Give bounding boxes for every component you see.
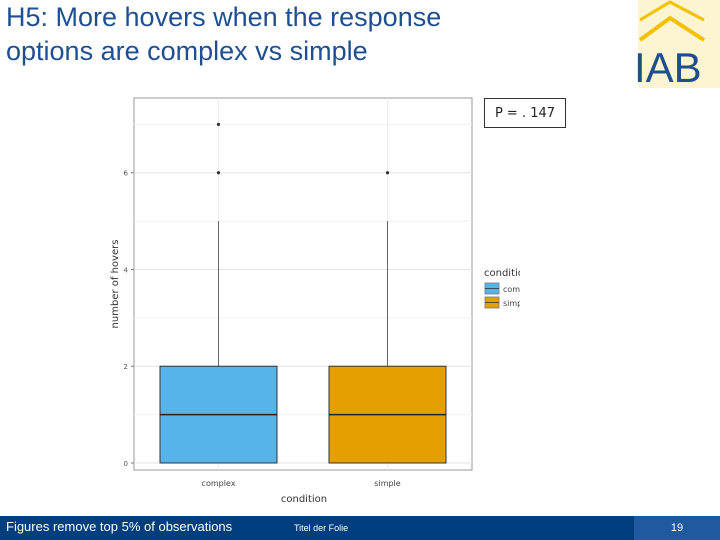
footer-slide-title: Titel der Folie [294,523,349,533]
p-value-box: P = . 147 [484,98,566,128]
y-tick-label: 4 [124,266,129,274]
footer-note: Figures remove top 5% of observations [6,519,233,534]
boxes [159,122,447,464]
y-tick-label: 0 [124,460,128,468]
legend: condition complex simple [484,268,520,309]
y-tick-label: 6 [124,170,129,178]
legend-items: complex simple [484,282,520,309]
x-axis-ticks: complex simple [202,479,401,488]
y-axis-label: number of hovers [110,240,121,329]
slide-title: H5: More hovers when the response option… [6,0,606,68]
x-axis-label: condition [281,494,327,505]
outlier-point [216,171,221,175]
iab-logo: IAB [630,0,720,91]
x-tick-label: simple [374,479,400,488]
outlier-point [385,171,390,175]
y-tick-label: 2 [124,363,128,371]
y-axis-ticks: 0 2 4 6 [124,170,134,468]
legend-title: condition [484,268,520,279]
slide-title-line-2: options are complex vs simple [6,36,368,66]
page-number: 19 [670,522,684,534]
slide-title-line-1: H5: More hovers when the response [6,2,442,32]
outlier-point [216,122,221,126]
legend-label-complex: complex [503,285,520,294]
logo-text: IAB [634,44,702,88]
x-tick-label: complex [202,479,236,488]
footer-bar: Figures remove top 5% of observations Ti… [0,516,720,540]
legend-label-simple: simple [503,299,520,308]
boxplot-chart: 0 2 4 6 complex simple condition number of h… [110,97,520,505]
page-number-box: 19 [634,516,720,540]
